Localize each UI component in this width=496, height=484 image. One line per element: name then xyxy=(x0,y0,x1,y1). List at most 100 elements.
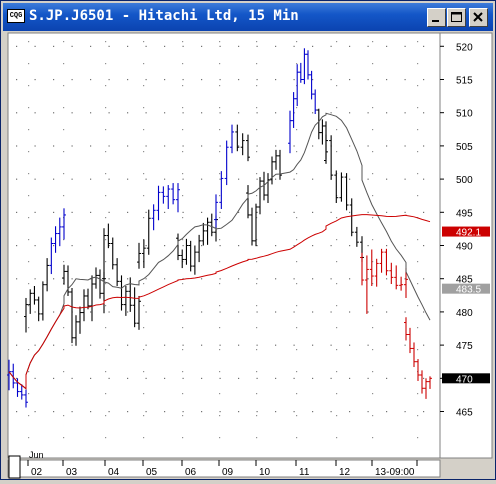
grid-dot xyxy=(312,245,314,247)
grid-dot xyxy=(28,349,30,351)
x-tick-label: 03 xyxy=(66,467,78,478)
grid-dot xyxy=(90,411,92,413)
grid-dot xyxy=(71,411,73,413)
grid-dot xyxy=(417,107,419,109)
grid-dot xyxy=(256,278,258,280)
grid-dot xyxy=(34,278,36,280)
grid-dot xyxy=(372,85,374,87)
grid-dot xyxy=(182,311,184,313)
grid-dot xyxy=(330,211,332,213)
grid-dot xyxy=(296,239,298,241)
grid-dot xyxy=(349,211,351,213)
grid-dot xyxy=(28,437,30,439)
grid-dot xyxy=(34,112,36,114)
grid-dot xyxy=(417,327,419,329)
grid-dot xyxy=(53,211,55,213)
grid-dot xyxy=(71,145,73,147)
grid-dot xyxy=(219,85,221,87)
maximize-button[interactable] xyxy=(447,8,466,27)
grid-dot xyxy=(219,344,221,346)
grid-dot xyxy=(53,78,55,81)
grid-dot xyxy=(256,261,258,263)
grid-dot xyxy=(164,311,166,313)
grid-dot xyxy=(108,78,110,81)
grid-dot xyxy=(372,129,374,131)
grid-dot xyxy=(164,178,166,180)
grid-dot xyxy=(143,393,145,395)
grid-dot xyxy=(404,78,406,81)
close-icon xyxy=(473,12,483,22)
grid-dot xyxy=(330,411,332,413)
grid-dot xyxy=(28,327,30,329)
grid-dot xyxy=(256,327,258,329)
grid-dot xyxy=(182,112,184,114)
y-tick-label: 500 xyxy=(456,175,473,186)
grid-dot xyxy=(296,371,298,373)
price-marker xyxy=(442,373,490,384)
grid-dot xyxy=(293,311,295,313)
grid-dot xyxy=(219,217,221,219)
grid-dot xyxy=(312,178,314,180)
grid-dot xyxy=(404,377,406,380)
grid-dot xyxy=(145,112,147,114)
grid-dot xyxy=(53,344,55,346)
grid-dot xyxy=(182,344,184,346)
grid-dot xyxy=(293,245,295,247)
grid-dot xyxy=(404,145,406,147)
grid-dot xyxy=(336,261,338,263)
grid-dot xyxy=(330,245,332,247)
grid-dot xyxy=(404,344,406,346)
grid-dot xyxy=(143,173,145,175)
grid-dot xyxy=(238,377,240,380)
window-title: S.JP.J6501 - Hitachi Ltd, 15 Min xyxy=(29,8,299,24)
grid-dot xyxy=(372,305,374,307)
grid-dot xyxy=(105,393,107,395)
grid-dot xyxy=(127,112,129,114)
grid-dot xyxy=(296,63,298,65)
grid-dot xyxy=(90,112,92,114)
grid-dot xyxy=(219,305,221,307)
grid-dot xyxy=(296,327,298,329)
grid-dot xyxy=(293,45,295,47)
grid-dot xyxy=(367,178,369,180)
grid-dot xyxy=(182,239,184,241)
grid-dot xyxy=(312,45,314,47)
grid-dot xyxy=(164,344,166,346)
grid-dot xyxy=(182,178,184,180)
grid-dot xyxy=(349,344,351,346)
grid-dot xyxy=(53,278,55,280)
price-chart[interactable]: 465 470 475 480 485 490 495 500 505 510 515 520 492.… xyxy=(4,31,494,479)
y-tick-label: 515 xyxy=(456,75,473,86)
close-button[interactable] xyxy=(469,8,488,27)
grid-dot xyxy=(127,411,129,413)
grid-dot xyxy=(201,145,203,147)
grid-dot xyxy=(105,239,107,241)
grid-dot xyxy=(219,245,221,247)
grid-dot xyxy=(293,411,295,413)
y-axis-panel xyxy=(439,32,493,459)
grid-dot xyxy=(349,178,351,180)
grid-dot xyxy=(219,195,221,197)
grid-dot xyxy=(182,245,184,247)
title-bar[interactable]: CQG S.JP.J6501 - Hitachi Ltd, 15 Min xyxy=(3,3,493,31)
grid-dot xyxy=(28,305,30,307)
grid-dot xyxy=(386,411,388,413)
grid-dot xyxy=(127,377,129,380)
grid-dot xyxy=(105,371,107,373)
minimize-button[interactable] xyxy=(427,8,446,27)
grid-dot xyxy=(28,393,30,395)
grid-dot xyxy=(105,305,107,307)
grid-dot xyxy=(296,151,298,153)
grid-dot xyxy=(386,278,388,280)
grid-dot xyxy=(219,311,221,313)
grid-dot xyxy=(219,41,221,43)
grid-dot xyxy=(296,217,298,219)
grid-dot xyxy=(105,173,107,175)
grid-dot xyxy=(256,217,258,219)
grid-dot xyxy=(423,344,425,346)
grid-dot xyxy=(108,311,110,313)
grid-dot xyxy=(108,377,110,380)
grid-dot xyxy=(182,145,184,147)
grid-dot xyxy=(312,112,314,114)
